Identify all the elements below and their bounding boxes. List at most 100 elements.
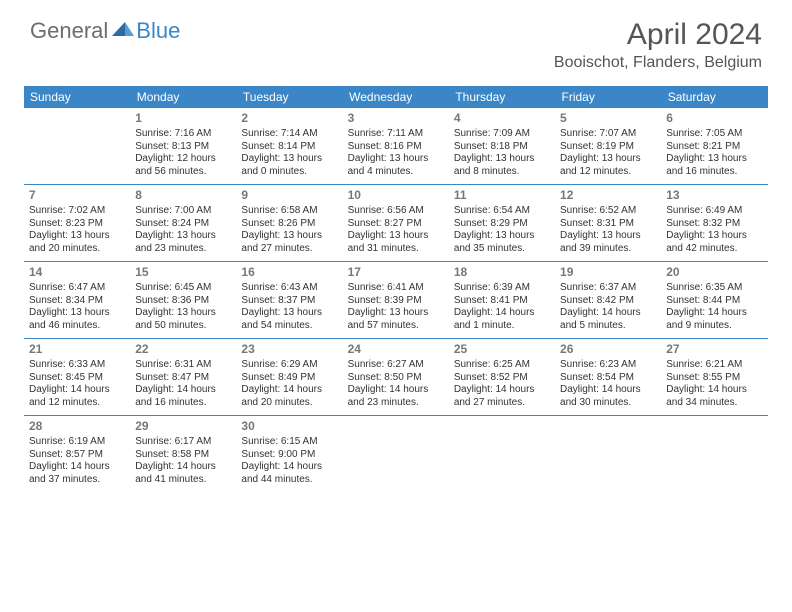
day-cell: 6Sunrise: 7:05 AMSunset: 8:21 PMDaylight… bbox=[661, 108, 767, 184]
day-number: 29 bbox=[135, 419, 231, 434]
daylight-line: Daylight: 13 hours and 4 minutes. bbox=[348, 153, 444, 178]
day-number: 19 bbox=[560, 265, 656, 280]
day-number: 30 bbox=[241, 419, 337, 434]
day-number: 12 bbox=[560, 188, 656, 203]
sunrise-line: Sunrise: 6:21 AM bbox=[666, 359, 762, 372]
sunrise-line: Sunrise: 7:09 AM bbox=[454, 128, 550, 141]
daylight-line: Daylight: 14 hours and 23 minutes. bbox=[348, 384, 444, 409]
day-number: 17 bbox=[348, 265, 444, 280]
daylight-line: Daylight: 14 hours and 30 minutes. bbox=[560, 384, 656, 409]
day-number: 9 bbox=[241, 188, 337, 203]
day-number: 25 bbox=[454, 342, 550, 357]
sunrise-line: Sunrise: 6:35 AM bbox=[666, 282, 762, 295]
daylight-line: Daylight: 12 hours and 56 minutes. bbox=[135, 153, 231, 178]
day-number: 26 bbox=[560, 342, 656, 357]
header: General Blue April 2024 Booischot, Fland… bbox=[0, 0, 792, 80]
day-number: 24 bbox=[348, 342, 444, 357]
daylight-line: Daylight: 13 hours and 20 minutes. bbox=[29, 230, 125, 255]
sunset-line: Sunset: 8:39 PM bbox=[348, 295, 444, 308]
day-number: 27 bbox=[666, 342, 762, 357]
sunrise-line: Sunrise: 6:37 AM bbox=[560, 282, 656, 295]
daylight-line: Daylight: 13 hours and 39 minutes. bbox=[560, 230, 656, 255]
logo-text-blue: Blue bbox=[136, 18, 180, 44]
calendar-table: SundayMondayTuesdayWednesdayThursdayFrid… bbox=[24, 86, 768, 492]
day-cell: 8Sunrise: 7:00 AMSunset: 8:24 PMDaylight… bbox=[130, 185, 236, 261]
day-number: 22 bbox=[135, 342, 231, 357]
day-number: 1 bbox=[135, 111, 231, 126]
sunrise-line: Sunrise: 6:39 AM bbox=[454, 282, 550, 295]
sunrise-line: Sunrise: 6:29 AM bbox=[241, 359, 337, 372]
day-cell: 22Sunrise: 6:31 AMSunset: 8:47 PMDayligh… bbox=[130, 339, 236, 415]
daylight-line: Daylight: 13 hours and 46 minutes. bbox=[29, 307, 125, 332]
sunrise-line: Sunrise: 6:41 AM bbox=[348, 282, 444, 295]
sunset-line: Sunset: 8:45 PM bbox=[29, 372, 125, 385]
day-cell: 3Sunrise: 7:11 AMSunset: 8:16 PMDaylight… bbox=[343, 108, 449, 184]
day-cell: 27Sunrise: 6:21 AMSunset: 8:55 PMDayligh… bbox=[661, 339, 767, 415]
daylight-line: Daylight: 14 hours and 1 minute. bbox=[454, 307, 550, 332]
dow-sunday: Sunday bbox=[24, 86, 130, 108]
sunrise-line: Sunrise: 6:25 AM bbox=[454, 359, 550, 372]
sunrise-line: Sunrise: 6:47 AM bbox=[29, 282, 125, 295]
sunset-line: Sunset: 8:26 PM bbox=[241, 218, 337, 231]
sunrise-line: Sunrise: 7:16 AM bbox=[135, 128, 231, 141]
dow-tuesday: Tuesday bbox=[236, 86, 342, 108]
daylight-line: Daylight: 13 hours and 35 minutes. bbox=[454, 230, 550, 255]
sunset-line: Sunset: 8:58 PM bbox=[135, 449, 231, 462]
dow-saturday: Saturday bbox=[661, 86, 767, 108]
sunrise-line: Sunrise: 7:14 AM bbox=[241, 128, 337, 141]
week-row: 28Sunrise: 6:19 AMSunset: 8:57 PMDayligh… bbox=[24, 416, 768, 492]
dow-thursday: Thursday bbox=[449, 86, 555, 108]
sunrise-line: Sunrise: 6:33 AM bbox=[29, 359, 125, 372]
day-cell: 12 Sunrise: 6:52 AMSunset: 8:31 PMDayligh… bbox=[555, 185, 661, 261]
sunrise-line: Sunrise: 6:17 AM bbox=[135, 436, 231, 449]
sunset-line: Sunset: 8:37 PM bbox=[241, 295, 337, 308]
page-title: April 2024 bbox=[554, 18, 762, 52]
day-number: 3 bbox=[348, 111, 444, 126]
day-cell: 5Sunrise: 7:07 AMSunset: 8:19 PMDaylight… bbox=[555, 108, 661, 184]
day-cell: 28Sunrise: 6:19 AMSunset: 8:57 PMDayligh… bbox=[24, 416, 130, 492]
sunset-line: Sunset: 8:52 PM bbox=[454, 372, 550, 385]
daylight-line: Daylight: 14 hours and 9 minutes. bbox=[666, 307, 762, 332]
day-cell: 2Sunrise: 7:14 AMSunset: 8:14 PMDaylight… bbox=[236, 108, 342, 184]
sunrise-line: Sunrise: 6:52 AM bbox=[560, 205, 656, 218]
sunrise-line: Sunrise: 7:07 AM bbox=[560, 128, 656, 141]
sunset-line: Sunset: 8:44 PM bbox=[666, 295, 762, 308]
week-row: 14Sunrise: 6:47 AMSunset: 8:34 PMDayligh… bbox=[24, 262, 768, 338]
day-number: 28 bbox=[29, 419, 125, 434]
day-number: 23 bbox=[241, 342, 337, 357]
day-cell: 25Sunrise: 6:25 AMSunset: 8:52 PMDayligh… bbox=[449, 339, 555, 415]
dow-row: SundayMondayTuesdayWednesdayThursdayFrid… bbox=[24, 86, 768, 108]
logo-text-general: General bbox=[30, 18, 108, 44]
day-cell: 19Sunrise: 6:37 AMSunset: 8:42 PMDayligh… bbox=[555, 262, 661, 338]
sunrise-line: Sunrise: 6:45 AM bbox=[135, 282, 231, 295]
daylight-line: Daylight: 13 hours and 23 minutes. bbox=[135, 230, 231, 255]
sunrise-line: Sunrise: 7:11 AM bbox=[348, 128, 444, 141]
sunrise-line: Sunrise: 7:02 AM bbox=[29, 205, 125, 218]
sunset-line: Sunset: 8:31 PM bbox=[560, 218, 656, 231]
day-cell: 16Sunrise: 6:43 AMSunset: 8:37 PMDayligh… bbox=[236, 262, 342, 338]
dow-monday: Monday bbox=[130, 86, 236, 108]
sunset-line: Sunset: 8:57 PM bbox=[29, 449, 125, 462]
day-number: 14 bbox=[29, 265, 125, 280]
logo: General Blue bbox=[30, 18, 180, 44]
daylight-line: Daylight: 13 hours and 50 minutes. bbox=[135, 307, 231, 332]
day-cell: 23 Sunrise: 6:29 AMSunset: 8:49 PMDayligh… bbox=[236, 339, 342, 415]
daylight-line: Daylight: 13 hours and 27 minutes. bbox=[241, 230, 337, 255]
day-cell bbox=[661, 416, 767, 492]
sunset-line: Sunset: 8:49 PM bbox=[241, 372, 337, 385]
location: Booischot, Flanders, Belgium bbox=[554, 54, 762, 72]
day-number: 20 bbox=[666, 265, 762, 280]
sunrise-line: Sunrise: 6:31 AM bbox=[135, 359, 231, 372]
day-cell: 11Sunrise: 6:54 AMSunset: 8:29 PMDayligh… bbox=[449, 185, 555, 261]
daylight-line: Daylight: 14 hours and 20 minutes. bbox=[241, 384, 337, 409]
sunset-line: Sunset: 8:29 PM bbox=[454, 218, 550, 231]
day-number: 11 bbox=[454, 188, 550, 203]
sunset-line: Sunset: 8:32 PM bbox=[666, 218, 762, 231]
sunrise-line: Sunrise: 6:23 AM bbox=[560, 359, 656, 372]
dow-wednesday: Wednesday bbox=[343, 86, 449, 108]
day-cell: 10Sunrise: 6:56 AMSunset: 8:27 PMDayligh… bbox=[343, 185, 449, 261]
daylight-line: Daylight: 13 hours and 57 minutes. bbox=[348, 307, 444, 332]
day-cell: 26Sunrise: 6:23 AMSunset: 8:54 PMDayligh… bbox=[555, 339, 661, 415]
sunset-line: Sunset: 8:24 PM bbox=[135, 218, 231, 231]
logo-triangle-icon bbox=[112, 20, 134, 43]
